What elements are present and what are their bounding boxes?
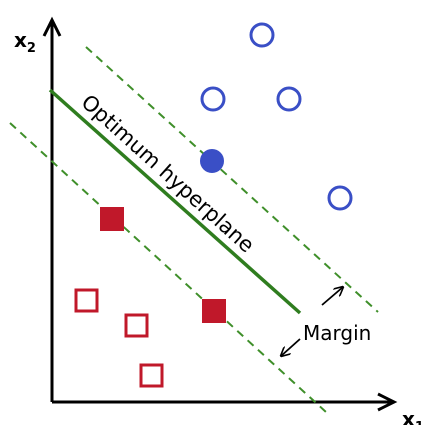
- square-point: [74, 288, 99, 313]
- lower-margin-line: [9, 122, 327, 413]
- margin-arrow-upper: [321, 287, 343, 306]
- circle-point: [276, 86, 302, 112]
- square-point: [139, 363, 164, 388]
- circle-point: [200, 86, 226, 112]
- circle-point: [327, 185, 353, 211]
- support-vector-square: [202, 299, 226, 323]
- support-vector-circle: [200, 149, 224, 173]
- y-axis-arrowhead: [42, 16, 62, 37]
- optimum-hyperplane-line: [48, 88, 302, 315]
- square-point: [124, 313, 149, 338]
- hyperplane-label: Optimum hyperplane: [77, 90, 259, 258]
- x-axis-arrowhead: [377, 392, 398, 412]
- circle-point: [249, 22, 275, 48]
- margin-label: Margin: [303, 321, 371, 345]
- margin-arrow-lower: [281, 338, 301, 356]
- support-vector-square: [100, 207, 124, 231]
- x-axis-label: x1: [402, 407, 424, 425]
- y-axis-label: x2: [14, 28, 36, 56]
- upper-margin-line: [85, 46, 379, 313]
